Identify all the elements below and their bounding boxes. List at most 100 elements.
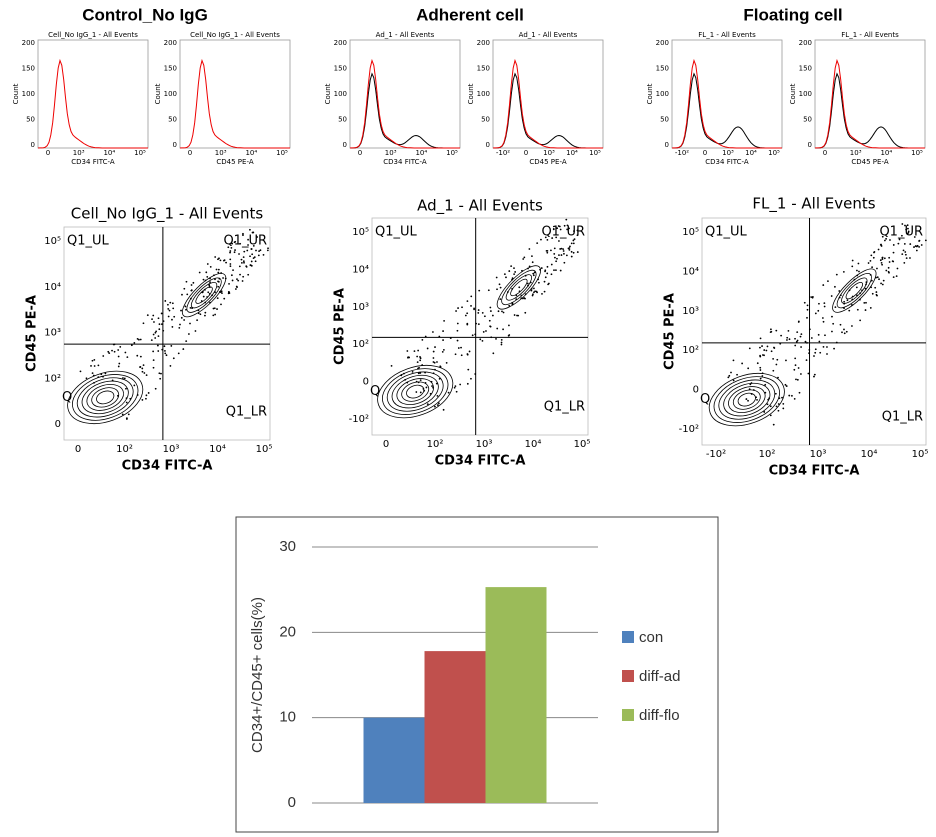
event-dot: [532, 293, 534, 296]
event-dot: [516, 314, 518, 317]
event-dot: [189, 306, 192, 309]
histogram-x-label: CD45 PE-A: [529, 158, 566, 166]
histogram-y-tick: 50: [803, 116, 812, 124]
event-dot: [794, 344, 797, 347]
contour-ring: [510, 278, 528, 297]
event-dot: [822, 345, 825, 348]
histogram-x-tick: 10³: [850, 149, 862, 157]
event-dot: [777, 403, 780, 405]
event-dot: [748, 347, 751, 350]
event-dot: [93, 365, 96, 367]
contour-y-tick: 10⁵: [44, 236, 61, 247]
contour-ring: [845, 281, 863, 300]
event-dot: [419, 391, 422, 394]
contour-y-tick: 10³: [682, 306, 699, 317]
event-dot: [204, 314, 206, 317]
event-dot: [119, 345, 122, 348]
event-dot: [803, 301, 806, 304]
contour-ring: [186, 277, 222, 313]
event-dot: [558, 240, 560, 242]
event-dot: [413, 350, 416, 353]
histogram-y-tick: 150: [22, 65, 35, 73]
event-dot: [442, 348, 445, 351]
event-dot: [212, 314, 215, 317]
event-dot: [878, 278, 880, 281]
event-dot: [466, 300, 469, 303]
event-dot: [533, 291, 535, 294]
event-dot: [759, 355, 762, 358]
event-dot: [227, 246, 230, 249]
event-dot: [888, 256, 891, 259]
event-dot: [848, 309, 851, 312]
contour-ring: [382, 368, 449, 415]
contour-y-tick: 10³: [44, 328, 61, 339]
event-dot: [513, 267, 515, 270]
event-dot: [896, 267, 899, 270]
event-dot: [528, 248, 531, 250]
histogram-title: Cell_No IgG_1 - All Events: [48, 31, 138, 39]
event-dot: [544, 276, 547, 279]
contour-y-tick: 10³: [352, 302, 369, 313]
event-dot: [247, 244, 249, 246]
event-dot: [492, 352, 495, 355]
event-dot: [785, 385, 788, 387]
event-dot: [169, 365, 172, 367]
event-dot: [125, 387, 127, 390]
contour-ring: [737, 392, 756, 407]
event-dot: [924, 239, 927, 242]
event-dot: [903, 261, 906, 264]
histogram-frame: [814, 39, 926, 149]
event-dot: [190, 289, 193, 292]
contour-ring: [396, 378, 434, 406]
event-dot: [568, 247, 571, 249]
event-dot: [121, 413, 124, 416]
event-dot: [221, 292, 223, 295]
histogram-y-tick: 200: [334, 39, 347, 47]
event-dot: [239, 273, 241, 276]
event-dot: [775, 405, 778, 408]
contour-ring: [713, 376, 780, 423]
event-dot: [885, 237, 887, 240]
event-dot: [555, 269, 557, 272]
event-dot: [915, 245, 918, 248]
event-dot: [881, 263, 883, 266]
event-dot: [576, 234, 579, 237]
event-dot: [793, 397, 796, 400]
event-dot: [544, 236, 547, 239]
contour-x-tick: 10³: [810, 449, 827, 460]
event-dot: [239, 242, 242, 245]
event-dot: [547, 283, 549, 286]
event-dot: [736, 373, 738, 376]
event-dot: [903, 243, 906, 245]
event-dot: [879, 259, 882, 262]
legend-label: diff-flo: [639, 707, 680, 724]
event-dot: [456, 322, 459, 325]
event-dot: [536, 291, 538, 294]
event-dot: [895, 275, 898, 278]
event-dot: [172, 307, 175, 310]
event-dot: [154, 387, 157, 390]
event-dot: [546, 251, 549, 254]
histogram-x-tick: 10³: [73, 149, 85, 157]
event-dot: [563, 252, 565, 255]
event-dot: [456, 329, 459, 332]
event-dot: [259, 249, 262, 252]
event-dot: [152, 350, 155, 353]
event-dot: [906, 232, 909, 235]
event-dot: [470, 305, 472, 307]
event-dot: [551, 237, 554, 239]
event-dot: [513, 314, 516, 316]
event-dot: [763, 411, 766, 413]
event-dot: [559, 248, 562, 250]
event-dot: [432, 357, 435, 359]
event-dot: [759, 377, 762, 380]
event-dot: [164, 350, 166, 352]
contour-y-label: CD45 PE-A: [333, 288, 348, 365]
event-dot: [745, 398, 748, 400]
event-dot: [770, 330, 773, 333]
event-dot: [237, 279, 240, 282]
event-dot: [875, 293, 878, 296]
histogram-y-tick: 100: [656, 90, 669, 98]
histogram-x-tick: 10⁴: [415, 149, 427, 157]
event-dot: [546, 249, 549, 252]
